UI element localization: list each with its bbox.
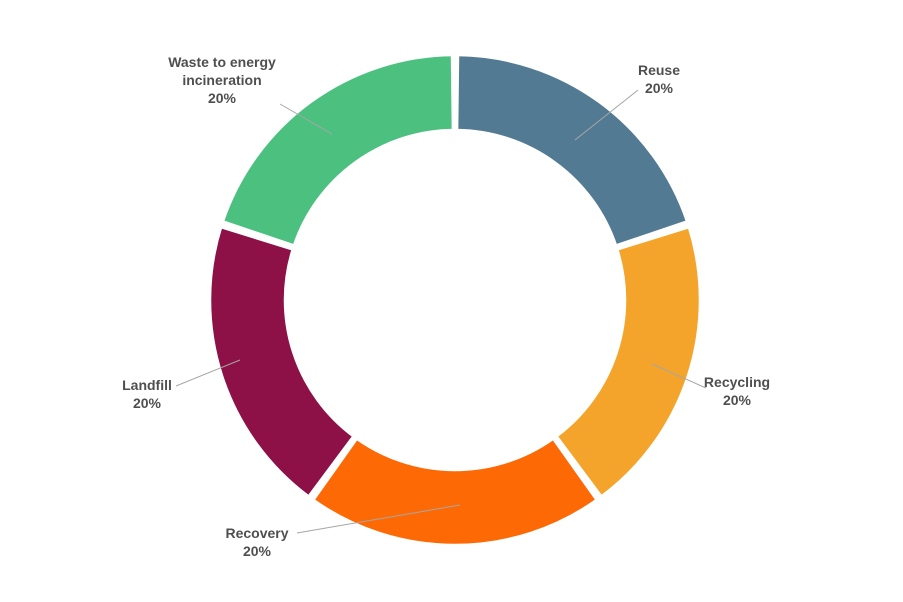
slice-label-waste-to-energy-incineration: Waste to energy incineration 20%	[168, 54, 276, 106]
donut-slice-recycling	[555, 225, 702, 498]
slice-label-recovery: Recovery 20%	[225, 525, 288, 559]
slice-label-recycling: Recycling 20%	[704, 374, 770, 408]
donut-slice-reuse	[455, 53, 689, 247]
slice-label-landfill: Landfill 20%	[122, 377, 172, 411]
donut-slice-recovery	[312, 437, 598, 547]
leader-line-waste-to-energy-incineration	[279, 103, 333, 135]
leader-line-landfill	[175, 359, 241, 387]
donut-slice-waste-to-energy-incineration	[221, 53, 455, 247]
leader-line-reuse	[574, 89, 639, 141]
leader-line-recycling	[651, 363, 707, 389]
donut-slice-landfill	[208, 225, 355, 498]
leader-line-recovery	[296, 504, 461, 534]
slice-label-reuse: Reuse 20%	[638, 62, 680, 96]
